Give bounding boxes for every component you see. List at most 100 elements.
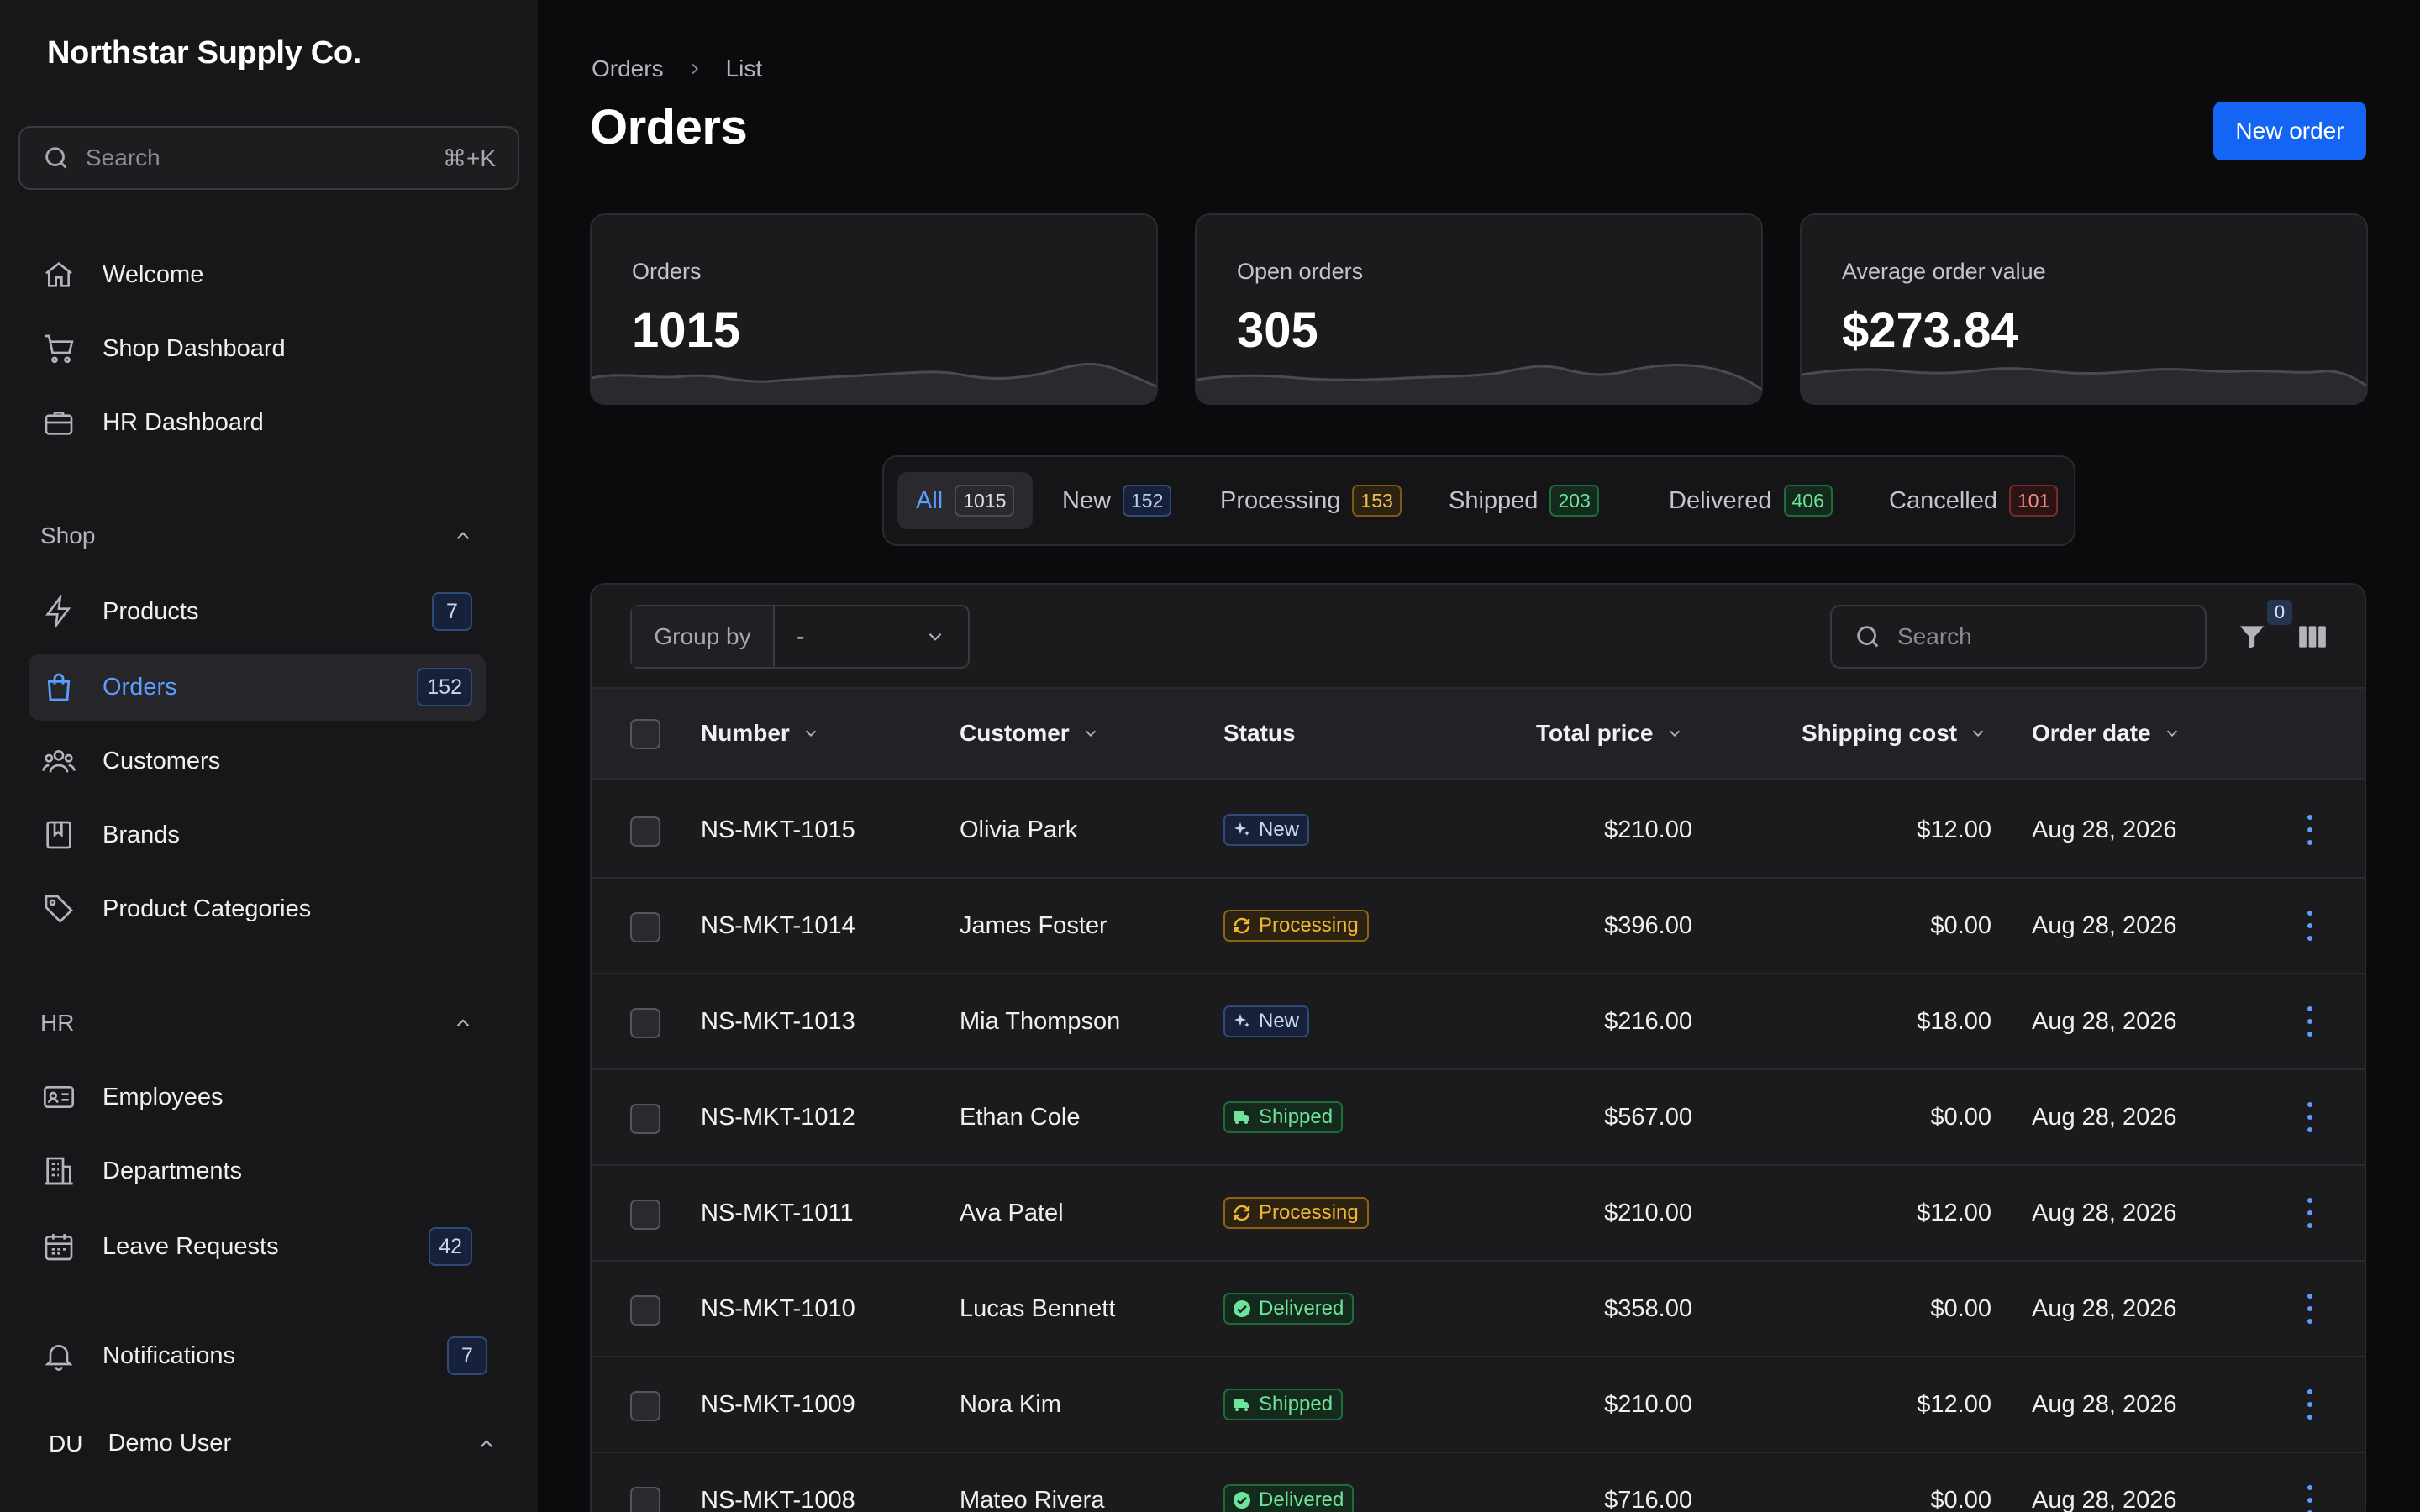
select-all-checkbox[interactable] (630, 719, 660, 749)
tab-label: New (1062, 486, 1112, 514)
tab-count: 101 (2008, 485, 2059, 517)
sidebar-search-input[interactable]: Search ⌘+K (18, 126, 519, 190)
status-badge: Processing (1223, 910, 1369, 942)
table-row[interactable]: NS-MKT-1015 Olivia Park New $210.00 $12.… (592, 783, 2365, 879)
table-row[interactable]: NS-MKT-1014 James Foster Processing $396… (592, 879, 2365, 974)
column-customer[interactable]: Customer (960, 689, 1100, 778)
sidebar-item-orders[interactable]: Orders 152 (29, 654, 486, 721)
row-actions-icon[interactable] (2297, 1102, 2323, 1132)
table-row[interactable]: NS-MKT-1010 Lucas Bennett Delivered $358… (592, 1262, 2365, 1357)
order-number[interactable]: NS-MKT-1011 (701, 1199, 854, 1226)
user-menu[interactable]: DU Demo User (49, 1430, 497, 1457)
sidebar-item-label: Product Categories (103, 895, 312, 922)
breadcrumb-list: List (725, 55, 763, 81)
row-actions-icon[interactable] (2297, 1389, 2323, 1420)
sidebar-item-brands[interactable]: Brands (29, 801, 486, 869)
sidebar-item-notifications[interactable]: Notifications 7 (29, 1322, 501, 1389)
chevron-down-icon (1972, 730, 1984, 738)
sparkle-icon (1234, 822, 1249, 836)
row-checkbox[interactable] (630, 1295, 660, 1326)
order-number[interactable]: NS-MKT-1010 (701, 1294, 855, 1322)
sidebar-item-departments[interactable]: Departments (29, 1137, 486, 1205)
group-by-label: Group by (632, 606, 775, 667)
sidebar-item-products[interactable]: Products 7 (29, 578, 486, 645)
stat-value: $273.84 (1842, 303, 2018, 358)
refresh-icon (1234, 917, 1250, 934)
column-total-price[interactable]: Total price (1536, 689, 1684, 778)
chevron-up-icon (480, 1439, 493, 1447)
order-number[interactable]: NS-MKT-1008 (701, 1486, 855, 1512)
section-hr-header[interactable]: HR (40, 1010, 474, 1037)
tab-processing[interactable]: Processing 153 (1202, 472, 1420, 529)
status-label: New (1259, 1010, 1300, 1032)
order-number[interactable]: NS-MKT-1012 (701, 1103, 855, 1131)
table-row[interactable]: NS-MKT-1011 Ava Patel Processing $210.00… (592, 1166, 2365, 1262)
row-actions-icon[interactable] (2297, 1485, 2323, 1512)
group-by-select[interactable]: Group by - (630, 605, 970, 669)
filter-button[interactable] (2233, 618, 2270, 655)
column-shipping-cost[interactable]: Shipping cost (1802, 689, 1987, 778)
row-actions-icon[interactable] (2297, 815, 2323, 845)
sidebar-item-welcome[interactable]: Welcome (29, 241, 486, 308)
row-checkbox[interactable] (630, 816, 660, 847)
row-checkbox[interactable] (630, 1391, 660, 1421)
shipping-cost: $12.00 (1917, 1199, 1991, 1226)
sidebar-item-shop-dashboard[interactable]: Shop Dashboard (29, 315, 486, 382)
shipping-cost: $0.00 (1930, 911, 1991, 939)
tab-all[interactable]: All 1015 (897, 472, 1034, 529)
table-row[interactable]: NS-MKT-1008 Mateo Rivera Delivered $716.… (592, 1453, 2365, 1512)
shopping-bag-icon (40, 669, 77, 706)
stat-card-average-order-value: Average order value $273.84 (1800, 213, 2368, 405)
sparkline (1802, 367, 2366, 403)
sidebar-item-hr-dashboard[interactable]: HR Dashboard (29, 389, 486, 456)
order-number[interactable]: NS-MKT-1014 (701, 911, 855, 939)
sidebar-item-label: Shop Dashboard (103, 334, 286, 362)
sidebar-item-label: Departments (103, 1157, 243, 1184)
tab-cancelled[interactable]: Cancelled 101 (1870, 472, 2076, 529)
shipping-cost: $18.00 (1917, 1007, 1991, 1035)
order-date: Aug 28, 2026 (2032, 911, 2177, 939)
tab-new[interactable]: New 152 (1044, 472, 1190, 529)
row-checkbox[interactable] (630, 1200, 660, 1230)
status-cell: Shipped (1223, 1070, 1344, 1164)
table-row[interactable]: NS-MKT-1012 Ethan Cole Shipped $567.00 $… (592, 1070, 2365, 1166)
table-header: Number Customer Status Total price Shipp… (592, 687, 2365, 780)
row-actions-icon[interactable] (2297, 1006, 2323, 1037)
bookmark-icon (40, 816, 77, 853)
order-number[interactable]: NS-MKT-1015 (701, 816, 855, 843)
total-price: $567.00 (1604, 1103, 1692, 1131)
column-number[interactable]: Number (701, 689, 820, 778)
sidebar-item-employees[interactable]: Employees (29, 1063, 486, 1131)
section-shop-header[interactable]: Shop (40, 522, 474, 549)
table-search-input[interactable]: Search (1830, 605, 2207, 669)
row-checkbox[interactable] (630, 912, 660, 942)
tab-delivered[interactable]: Delivered 406 (1650, 472, 1851, 529)
group-by-value[interactable]: - (775, 606, 968, 667)
table-row[interactable]: NS-MKT-1013 Mia Thompson New $216.00 $18… (592, 974, 2365, 1070)
sidebar-item-customers[interactable]: Customers (29, 727, 486, 795)
count-badge: 7 (432, 592, 472, 631)
breadcrumb-orders[interactable]: Orders (592, 55, 664, 81)
sidebar-item-product-categories[interactable]: Product Categories (29, 875, 486, 942)
order-number[interactable]: NS-MKT-1013 (701, 1007, 855, 1035)
building-icon (40, 1152, 77, 1189)
sidebar-item-leave-requests[interactable]: Leave Requests 42 (29, 1213, 486, 1280)
columns-button[interactable] (2294, 618, 2331, 655)
tab-shipped[interactable]: Shipped 203 (1430, 472, 1618, 529)
column-label: Order date (2032, 720, 2151, 746)
column-order-date[interactable]: Order date (2032, 689, 2181, 778)
table-row[interactable]: NS-MKT-1009 Nora Kim Shipped $210.00 $12… (592, 1357, 2365, 1453)
tab-count: 153 (1352, 485, 1402, 517)
chevron-down-icon (2166, 730, 2177, 738)
new-order-button[interactable]: New order (2213, 102, 2366, 160)
filter-count-badge: 0 (2267, 600, 2292, 625)
row-actions-icon[interactable] (2297, 1198, 2323, 1228)
calendar-icon (40, 1228, 77, 1265)
row-checkbox[interactable] (630, 1104, 660, 1134)
row-actions-icon[interactable] (2297, 1294, 2323, 1324)
row-checkbox[interactable] (630, 1008, 660, 1038)
row-actions-icon[interactable] (2297, 911, 2323, 941)
column-label: Customer (960, 720, 1070, 746)
row-checkbox[interactable] (630, 1487, 660, 1512)
order-number[interactable]: NS-MKT-1009 (701, 1390, 855, 1418)
